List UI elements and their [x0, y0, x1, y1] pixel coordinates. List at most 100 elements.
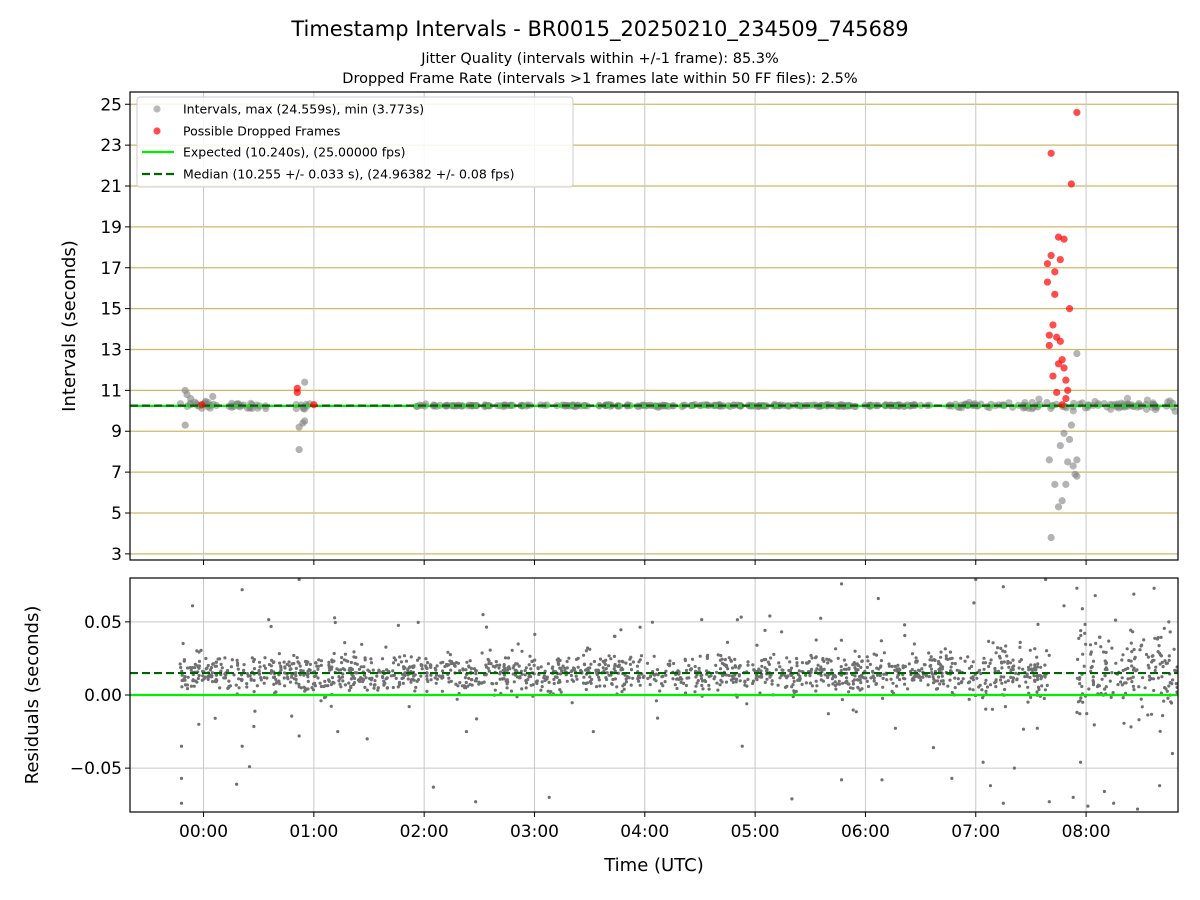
residual-point	[693, 690, 697, 694]
residual-point	[660, 682, 664, 686]
residual-point	[327, 663, 331, 667]
residual-point	[839, 778, 844, 782]
residual-point	[875, 673, 880, 677]
residual-point	[758, 691, 762, 695]
residual-point	[376, 686, 380, 690]
residual-point	[313, 661, 318, 665]
residual-point	[188, 666, 192, 670]
residual-point	[1168, 630, 1172, 634]
residual-point	[1170, 751, 1175, 756]
residual-point	[319, 684, 323, 689]
residual-point	[210, 680, 215, 684]
residual-point	[615, 685, 619, 689]
residual-point	[629, 655, 633, 659]
residual-point	[273, 691, 277, 695]
residual-point	[1045, 649, 1049, 653]
residual-point	[821, 656, 825, 661]
residual-point	[820, 667, 824, 671]
residual-point	[582, 662, 587, 666]
residual-point	[1043, 663, 1047, 667]
dropped-frame-point	[1053, 388, 1061, 397]
residual-point	[1120, 683, 1124, 687]
residual-point	[588, 679, 593, 684]
residual-point	[1141, 676, 1145, 680]
residual-point	[968, 687, 972, 691]
residual-point	[937, 659, 941, 664]
residual-point	[420, 667, 424, 671]
residual-point	[1001, 649, 1005, 653]
residual-point	[898, 678, 902, 682]
residual-point	[654, 679, 658, 683]
residual-point	[497, 666, 501, 670]
residual-point	[929, 667, 934, 671]
residual-point	[481, 612, 485, 617]
residual-point	[1111, 691, 1115, 695]
residual-point	[415, 679, 419, 684]
residual-point	[893, 726, 898, 730]
residual-point	[372, 686, 376, 690]
dropped-frame-point	[1062, 376, 1070, 384]
residual-point	[366, 668, 370, 672]
residual-point	[445, 664, 449, 668]
residual-point	[598, 657, 603, 661]
residual-point	[971, 688, 975, 692]
residual-point	[903, 633, 907, 638]
residual-point	[982, 656, 986, 660]
residual-point	[304, 659, 309, 664]
residual-point	[434, 681, 438, 685]
residual-point	[1017, 666, 1021, 670]
residual-point	[814, 638, 818, 642]
residual-point	[565, 659, 569, 664]
residual-point	[1130, 650, 1134, 654]
residual-point	[772, 652, 776, 657]
residual-point	[1075, 710, 1079, 715]
residual-point	[764, 657, 768, 662]
residual-point	[363, 685, 367, 690]
residual-point	[800, 682, 804, 687]
residual-point	[197, 659, 202, 664]
residual-point	[700, 618, 704, 622]
residual-point	[787, 668, 791, 673]
residual-point	[272, 675, 277, 679]
residual-point	[1167, 620, 1171, 624]
residual-point	[953, 676, 957, 680]
residual-point	[1011, 676, 1016, 680]
residual-point	[733, 664, 737, 668]
residual-point	[769, 656, 773, 660]
residual-point	[1019, 658, 1024, 662]
residual-point	[847, 666, 851, 670]
residual-point	[448, 659, 452, 663]
residual-point	[1029, 695, 1033, 700]
residual-point	[552, 677, 556, 682]
residual-point	[1140, 705, 1144, 709]
residual-point	[341, 679, 345, 683]
residual-point	[292, 653, 296, 658]
residual-point	[1035, 665, 1040, 669]
residual-point	[814, 655, 818, 659]
residual-point	[1126, 677, 1130, 681]
residual-point	[1103, 687, 1107, 691]
residual-point	[881, 676, 885, 681]
residual-point	[547, 795, 551, 799]
residual-point	[789, 666, 794, 670]
residual-point	[622, 687, 626, 691]
residual-point	[503, 669, 507, 673]
x-tick-label: 03:00	[510, 822, 559, 842]
residual-point	[570, 678, 574, 682]
residual-point	[768, 614, 772, 618]
interval-point	[187, 394, 195, 403]
residual-point	[612, 667, 616, 671]
residual-point	[479, 681, 484, 685]
residual-point	[1071, 795, 1075, 799]
residual-point	[319, 659, 323, 663]
residual-point	[901, 666, 905, 670]
residual-point	[269, 624, 273, 629]
residual-point	[240, 588, 244, 592]
residual-point	[389, 674, 393, 678]
residual-point	[294, 666, 298, 671]
residual-point	[990, 707, 995, 711]
residual-point	[561, 664, 565, 668]
residual-point	[182, 658, 186, 662]
residual-point	[319, 663, 323, 668]
residual-point	[240, 678, 244, 683]
